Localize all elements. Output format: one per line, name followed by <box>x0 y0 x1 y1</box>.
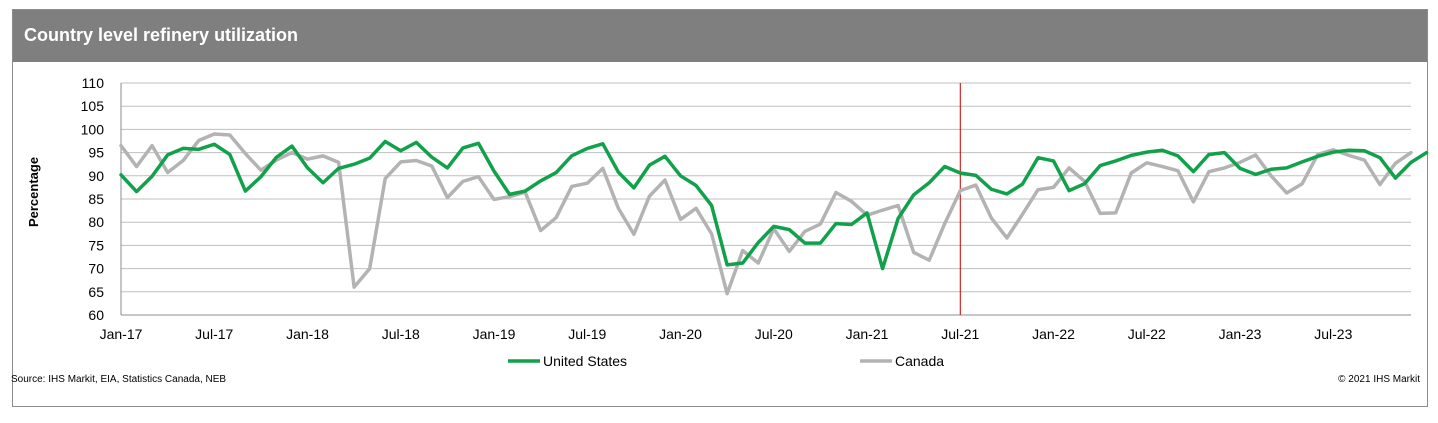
x-tick-label-jan-17: Jan-17 <box>100 326 143 342</box>
x-tick-label-jul-17: Jul-17 <box>195 326 233 342</box>
title-bar: Country level refinery utilization <box>13 10 1427 62</box>
y-tick-label-65: 65 <box>88 284 104 300</box>
x-tick-label-jan-20: Jan-20 <box>659 326 702 342</box>
source-note: Source: IHS Markit, EIA, Statistics Cana… <box>11 374 227 385</box>
y-tick-label-75: 75 <box>88 237 104 253</box>
y-axis-label: Percentage <box>26 157 41 227</box>
x-tick-label-jul-20: Jul-20 <box>755 326 793 342</box>
x-tick-label-jan-22: Jan-22 <box>1032 326 1075 342</box>
x-tick-label-jan-19: Jan-19 <box>473 326 516 342</box>
chart-frame: Country level refinery utilization <box>12 9 1428 407</box>
y-tick-label-110: 110 <box>82 75 105 91</box>
x-tick-label-jul-19: Jul-19 <box>568 326 606 342</box>
chart-title: Country level refinery utilization <box>24 25 299 45</box>
x-tick-label-jul-23: Jul-23 <box>1314 326 1352 342</box>
x-tick-label-jan-21: Jan-21 <box>846 326 889 342</box>
y-tick-label-90: 90 <box>88 168 104 184</box>
legend-label-united-states: United States <box>543 353 627 369</box>
copyright-note: © 2021 IHS Markit <box>1338 374 1420 385</box>
y-tick-label-70: 70 <box>88 261 104 277</box>
y-tick-label-100: 100 <box>81 121 105 137</box>
y-axis-ticks: 60 65 70 75 80 85 90 95 100 105 110 <box>81 75 105 323</box>
x-tick-label-jan-18: Jan-18 <box>286 326 329 342</box>
x-axis-ticks: Jan-17 Jul-17 Jan-18 Jul-18 Jan-19 Jul-19 Jan-… <box>100 326 1353 342</box>
x-tick-label-jul-22: Jul-22 <box>1128 326 1166 342</box>
gridlines <box>120 82 1411 316</box>
y-tick-label-105: 105 <box>81 98 105 114</box>
x-tick-label-jul-21: Jul-21 <box>941 326 979 342</box>
series-lines <box>119 132 1429 296</box>
y-tick-label-80: 80 <box>88 214 104 230</box>
legend-label-canada: Canada <box>895 353 944 369</box>
y-tick-label-95: 95 <box>88 145 104 161</box>
legend: United States Canada <box>508 353 944 369</box>
series-line-united-states <box>119 139 1429 271</box>
series-line-canada <box>119 132 1413 296</box>
x-tick-label-jul-18: Jul-18 <box>382 326 420 342</box>
y-tick-label-60: 60 <box>88 307 104 323</box>
y-tick-label-85: 85 <box>88 191 104 207</box>
x-tick-label-jan-23: Jan-23 <box>1219 326 1262 342</box>
